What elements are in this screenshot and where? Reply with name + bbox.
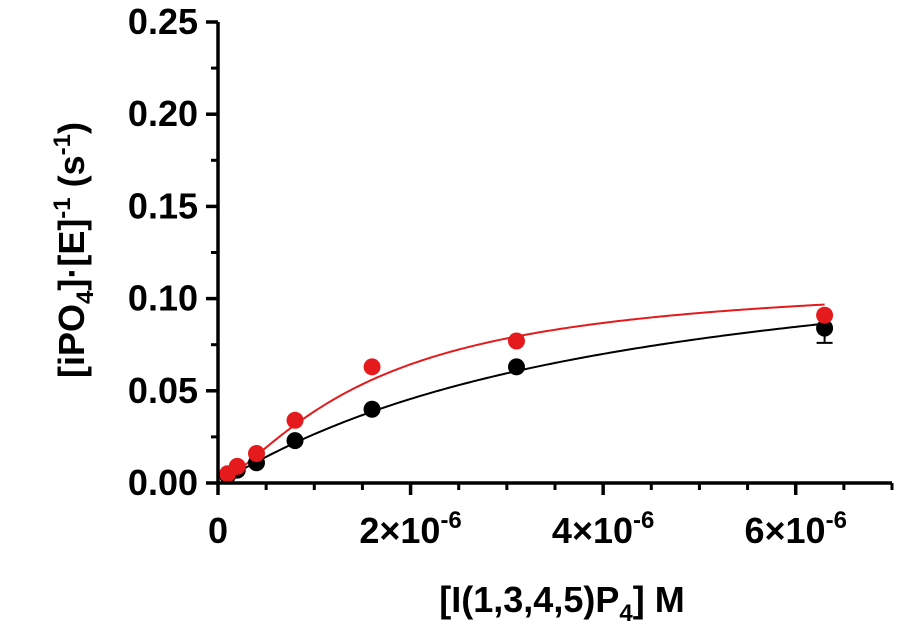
- data-point-series-1: [286, 432, 304, 450]
- data-point-series-2: [286, 411, 304, 429]
- y-tick-label: 0.25: [128, 1, 198, 42]
- y-tick-label: 0.20: [128, 93, 198, 134]
- fit-curve-series-1: [227, 322, 825, 479]
- y-tick-label: 0.15: [128, 185, 198, 226]
- data-point-series-2: [507, 332, 525, 350]
- data-point-series-2: [248, 444, 266, 462]
- x-axis-title: [I(1,3,4,5)P4] M: [439, 579, 684, 626]
- y-tick-label: 0.05: [128, 370, 198, 411]
- data-point-series-1: [363, 400, 381, 418]
- y-tick-label: 0.10: [128, 278, 198, 319]
- data-point-series-1: [507, 358, 525, 376]
- data-point-series-2: [363, 358, 381, 376]
- x-tick-label: 4×10-6: [552, 507, 654, 551]
- data-point-series-2: [228, 457, 246, 475]
- y-tick-label: 0.00: [128, 462, 198, 503]
- y-axis-title: [iPO4]·[E]-1 (s-1): [49, 122, 99, 378]
- data-point-series-1: [816, 319, 834, 337]
- x-tick-label: 2×10-6: [359, 507, 461, 551]
- fit-curve-series-2: [227, 303, 825, 480]
- data-point-series-2: [816, 306, 834, 324]
- x-tick-label: 0: [208, 510, 228, 551]
- data-points: [219, 306, 834, 485]
- fit-curves: [227, 303, 825, 480]
- x-tick-label: 6×10-6: [744, 507, 846, 551]
- axes: 0.00 0.05 0.10 0.15 0.20 0.25 0 2×10-6 4×10-6 6×1…: [128, 1, 894, 551]
